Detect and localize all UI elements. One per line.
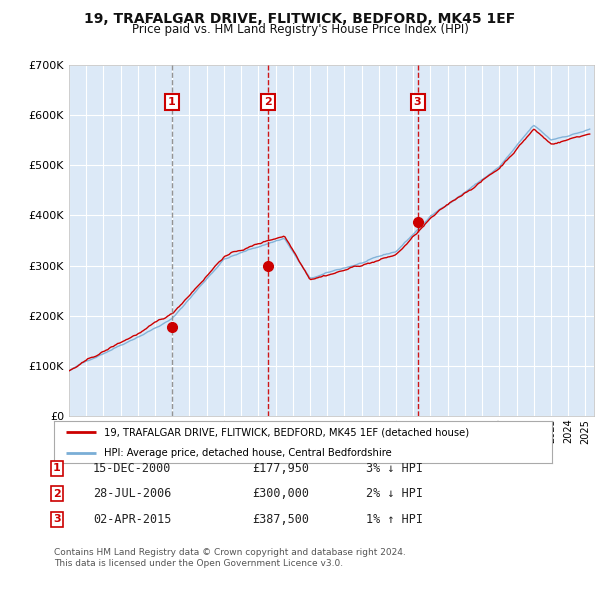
Text: 1: 1 <box>167 97 175 107</box>
Text: 3: 3 <box>414 97 421 107</box>
Text: 15-DEC-2000: 15-DEC-2000 <box>93 462 172 475</box>
Text: 1: 1 <box>53 464 61 473</box>
Text: 28-JUL-2006: 28-JUL-2006 <box>93 487 172 500</box>
Text: 19, TRAFALGAR DRIVE, FLITWICK, BEDFORD, MK45 1EF (detached house): 19, TRAFALGAR DRIVE, FLITWICK, BEDFORD, … <box>104 427 469 437</box>
Text: HPI: Average price, detached house, Central Bedfordshire: HPI: Average price, detached house, Cent… <box>104 448 392 457</box>
Text: 3: 3 <box>53 514 61 524</box>
Text: 3% ↓ HPI: 3% ↓ HPI <box>366 462 423 475</box>
Text: 1% ↑ HPI: 1% ↑ HPI <box>366 513 423 526</box>
Text: £177,950: £177,950 <box>252 462 309 475</box>
Text: 2: 2 <box>53 489 61 499</box>
Text: £300,000: £300,000 <box>252 487 309 500</box>
Text: 2% ↓ HPI: 2% ↓ HPI <box>366 487 423 500</box>
Text: £387,500: £387,500 <box>252 513 309 526</box>
Text: Contains HM Land Registry data © Crown copyright and database right 2024.
This d: Contains HM Land Registry data © Crown c… <box>54 548 406 568</box>
Text: Price paid vs. HM Land Registry's House Price Index (HPI): Price paid vs. HM Land Registry's House … <box>131 23 469 36</box>
Text: 19, TRAFALGAR DRIVE, FLITWICK, BEDFORD, MK45 1EF: 19, TRAFALGAR DRIVE, FLITWICK, BEDFORD, … <box>85 12 515 26</box>
Text: 02-APR-2015: 02-APR-2015 <box>93 513 172 526</box>
Text: 2: 2 <box>264 97 272 107</box>
